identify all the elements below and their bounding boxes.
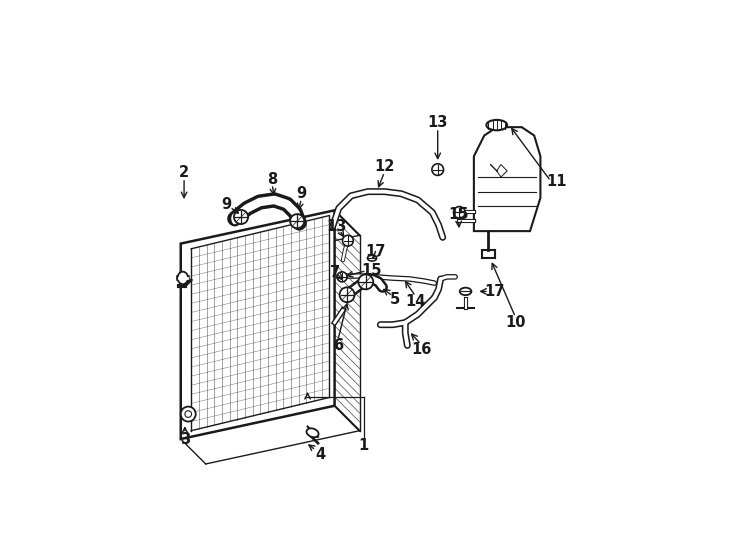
Circle shape	[185, 411, 192, 417]
Text: 8: 8	[267, 172, 277, 187]
Text: 6: 6	[333, 338, 343, 353]
Text: 14: 14	[405, 294, 426, 309]
Text: 9: 9	[222, 197, 231, 212]
Text: 17: 17	[365, 245, 385, 259]
Text: 4: 4	[315, 447, 325, 462]
Text: 15: 15	[448, 207, 469, 222]
Circle shape	[181, 407, 196, 422]
Text: 15: 15	[362, 263, 382, 278]
Circle shape	[432, 164, 443, 176]
Ellipse shape	[294, 216, 304, 229]
Text: 13: 13	[427, 114, 448, 130]
Text: 1: 1	[359, 438, 368, 453]
Text: 10: 10	[505, 315, 526, 330]
Text: 2: 2	[179, 165, 189, 180]
Ellipse shape	[368, 255, 377, 261]
Circle shape	[454, 207, 465, 218]
Text: 16: 16	[411, 342, 432, 357]
Text: 17: 17	[484, 284, 505, 299]
Ellipse shape	[230, 212, 239, 225]
Circle shape	[290, 214, 304, 228]
Ellipse shape	[487, 120, 507, 130]
Text: 3: 3	[180, 431, 190, 447]
Text: 9: 9	[297, 186, 306, 201]
Polygon shape	[181, 210, 335, 439]
Circle shape	[234, 210, 248, 224]
Polygon shape	[474, 127, 540, 231]
Circle shape	[340, 287, 355, 302]
Ellipse shape	[307, 428, 319, 437]
Text: 5: 5	[390, 292, 400, 307]
Circle shape	[343, 235, 353, 246]
Ellipse shape	[459, 288, 471, 295]
Ellipse shape	[178, 272, 188, 284]
Text: 13: 13	[327, 219, 347, 234]
Text: 12: 12	[374, 159, 395, 174]
Circle shape	[358, 274, 374, 289]
Text: 11: 11	[547, 174, 567, 188]
Text: 7: 7	[330, 265, 340, 280]
Circle shape	[337, 272, 347, 282]
